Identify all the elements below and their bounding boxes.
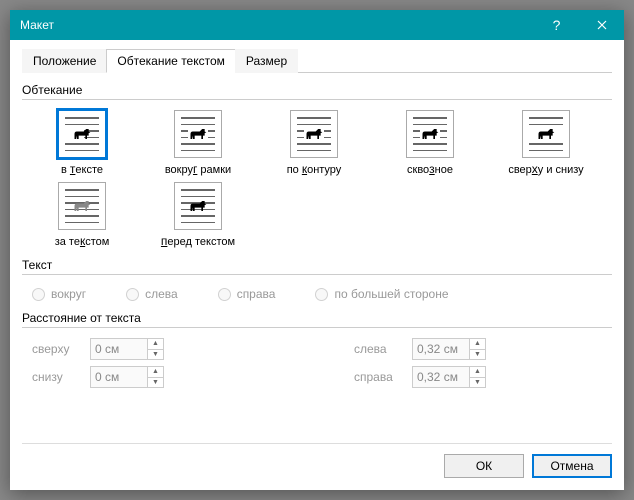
- dog-icon: [536, 127, 556, 141]
- down-arrow-icon[interactable]: ▼: [470, 378, 485, 388]
- up-arrow-icon[interactable]: ▲: [470, 367, 485, 378]
- wrap-option-inline[interactable]: в тексте: [32, 110, 132, 176]
- text-wrap-side-options: вокруг слева справа по большей стороне: [22, 281, 612, 307]
- right-spinner[interactable]: ▲▼: [412, 366, 492, 388]
- wrap-icon-inline[interactable]: [58, 110, 106, 158]
- wrap-label: вокруг рамки: [165, 162, 231, 176]
- text-side-radio-0: вокруг: [32, 287, 86, 301]
- text-group-label: Текст: [22, 258, 612, 272]
- wrap-option-through[interactable]: сквозное: [380, 110, 480, 176]
- distance-grid: сверху ▲▼ слева ▲▼ снизу ▲▼ справа ▲▼: [22, 334, 502, 392]
- radio-label: слева: [145, 287, 178, 301]
- text-side-radio-3: по большей стороне: [315, 287, 448, 301]
- wrap-label: по контуру: [287, 162, 342, 176]
- wrap-option-tight[interactable]: по контуру: [264, 110, 364, 176]
- radio-label: справа: [237, 287, 276, 301]
- wrap-icon-tight[interactable]: [290, 110, 338, 158]
- left-spinner[interactable]: ▲▼: [412, 338, 492, 360]
- tab-strip: Положение Обтекание текстом Размер: [22, 48, 612, 73]
- down-arrow-icon[interactable]: ▼: [148, 378, 163, 388]
- wrap-label: сквозное: [407, 162, 453, 176]
- radio-input: [315, 288, 328, 301]
- wrap-option-square[interactable]: вокруг рамки: [148, 110, 248, 176]
- bottom-spinner[interactable]: ▲▼: [90, 366, 170, 388]
- dialog-footer: ОК Отмена: [22, 443, 612, 478]
- text-side-radio-1: слева: [126, 287, 178, 301]
- text-side-radio-2: справа: [218, 287, 276, 301]
- wrap-option-front[interactable]: перед текстом: [148, 182, 248, 248]
- wrap-option-behind[interactable]: за текстом: [32, 182, 132, 248]
- help-button[interactable]: ?: [534, 10, 579, 40]
- ok-button[interactable]: ОК: [444, 454, 524, 478]
- wrap-label: за текстом: [55, 234, 110, 248]
- dog-icon: [188, 199, 208, 213]
- dialog-content: Положение Обтекание текстом Размер Обтек…: [10, 40, 624, 490]
- tab-wrapping[interactable]: Обтекание текстом: [106, 49, 235, 73]
- wrap-icon-through[interactable]: [406, 110, 454, 158]
- tab-size[interactable]: Размер: [235, 49, 298, 73]
- divider: [22, 274, 612, 275]
- left-input[interactable]: [412, 338, 470, 360]
- up-arrow-icon[interactable]: ▲: [470, 339, 485, 350]
- down-arrow-icon[interactable]: ▼: [148, 350, 163, 360]
- top-input[interactable]: [90, 338, 148, 360]
- distance-group-label: Расстояние от текста: [22, 311, 612, 325]
- cancel-button[interactable]: Отмена: [532, 454, 612, 478]
- top-label: сверху: [32, 342, 82, 356]
- wrap-label: перед текстом: [161, 234, 235, 248]
- wrapping-group-label: Обтекание: [22, 83, 612, 97]
- wrapping-options: в тексте вокруг рамки по контуру сквозное св…: [22, 106, 612, 248]
- dog-icon: [72, 127, 92, 141]
- tab-position[interactable]: Положение: [22, 49, 107, 73]
- dog-icon: [72, 199, 92, 213]
- left-label: слева: [354, 342, 404, 356]
- wrap-icon-square[interactable]: [174, 110, 222, 158]
- down-arrow-icon[interactable]: ▼: [470, 350, 485, 360]
- window-title: Макет: [20, 18, 534, 32]
- up-arrow-icon[interactable]: ▲: [148, 367, 163, 378]
- right-input[interactable]: [412, 366, 470, 388]
- wrap-icon-topbot[interactable]: [522, 110, 570, 158]
- up-arrow-icon[interactable]: ▲: [148, 339, 163, 350]
- wrap-label: в тексте: [61, 162, 103, 176]
- radio-label: по большей стороне: [334, 287, 448, 301]
- bottom-input[interactable]: [90, 366, 148, 388]
- divider: [22, 327, 612, 328]
- top-spinner[interactable]: ▲▼: [90, 338, 170, 360]
- radio-input: [218, 288, 231, 301]
- titlebar: Макет ?: [10, 10, 624, 40]
- radio-input: [126, 288, 139, 301]
- wrap-label: сверху и снизу: [508, 162, 583, 176]
- bottom-label: снизу: [32, 370, 82, 384]
- close-button[interactable]: [579, 10, 624, 40]
- wrap-option-topbot[interactable]: сверху и снизу: [496, 110, 596, 176]
- dog-icon: [420, 127, 440, 141]
- dog-icon: [304, 127, 324, 141]
- wrap-icon-behind[interactable]: [58, 182, 106, 230]
- dog-icon: [188, 127, 208, 141]
- right-label: справа: [354, 370, 404, 384]
- divider: [22, 99, 612, 100]
- layout-dialog: Макет ? Положение Обтекание текстом Разм…: [10, 10, 624, 490]
- radio-label: вокруг: [51, 287, 86, 301]
- wrap-icon-front[interactable]: [174, 182, 222, 230]
- radio-input: [32, 288, 45, 301]
